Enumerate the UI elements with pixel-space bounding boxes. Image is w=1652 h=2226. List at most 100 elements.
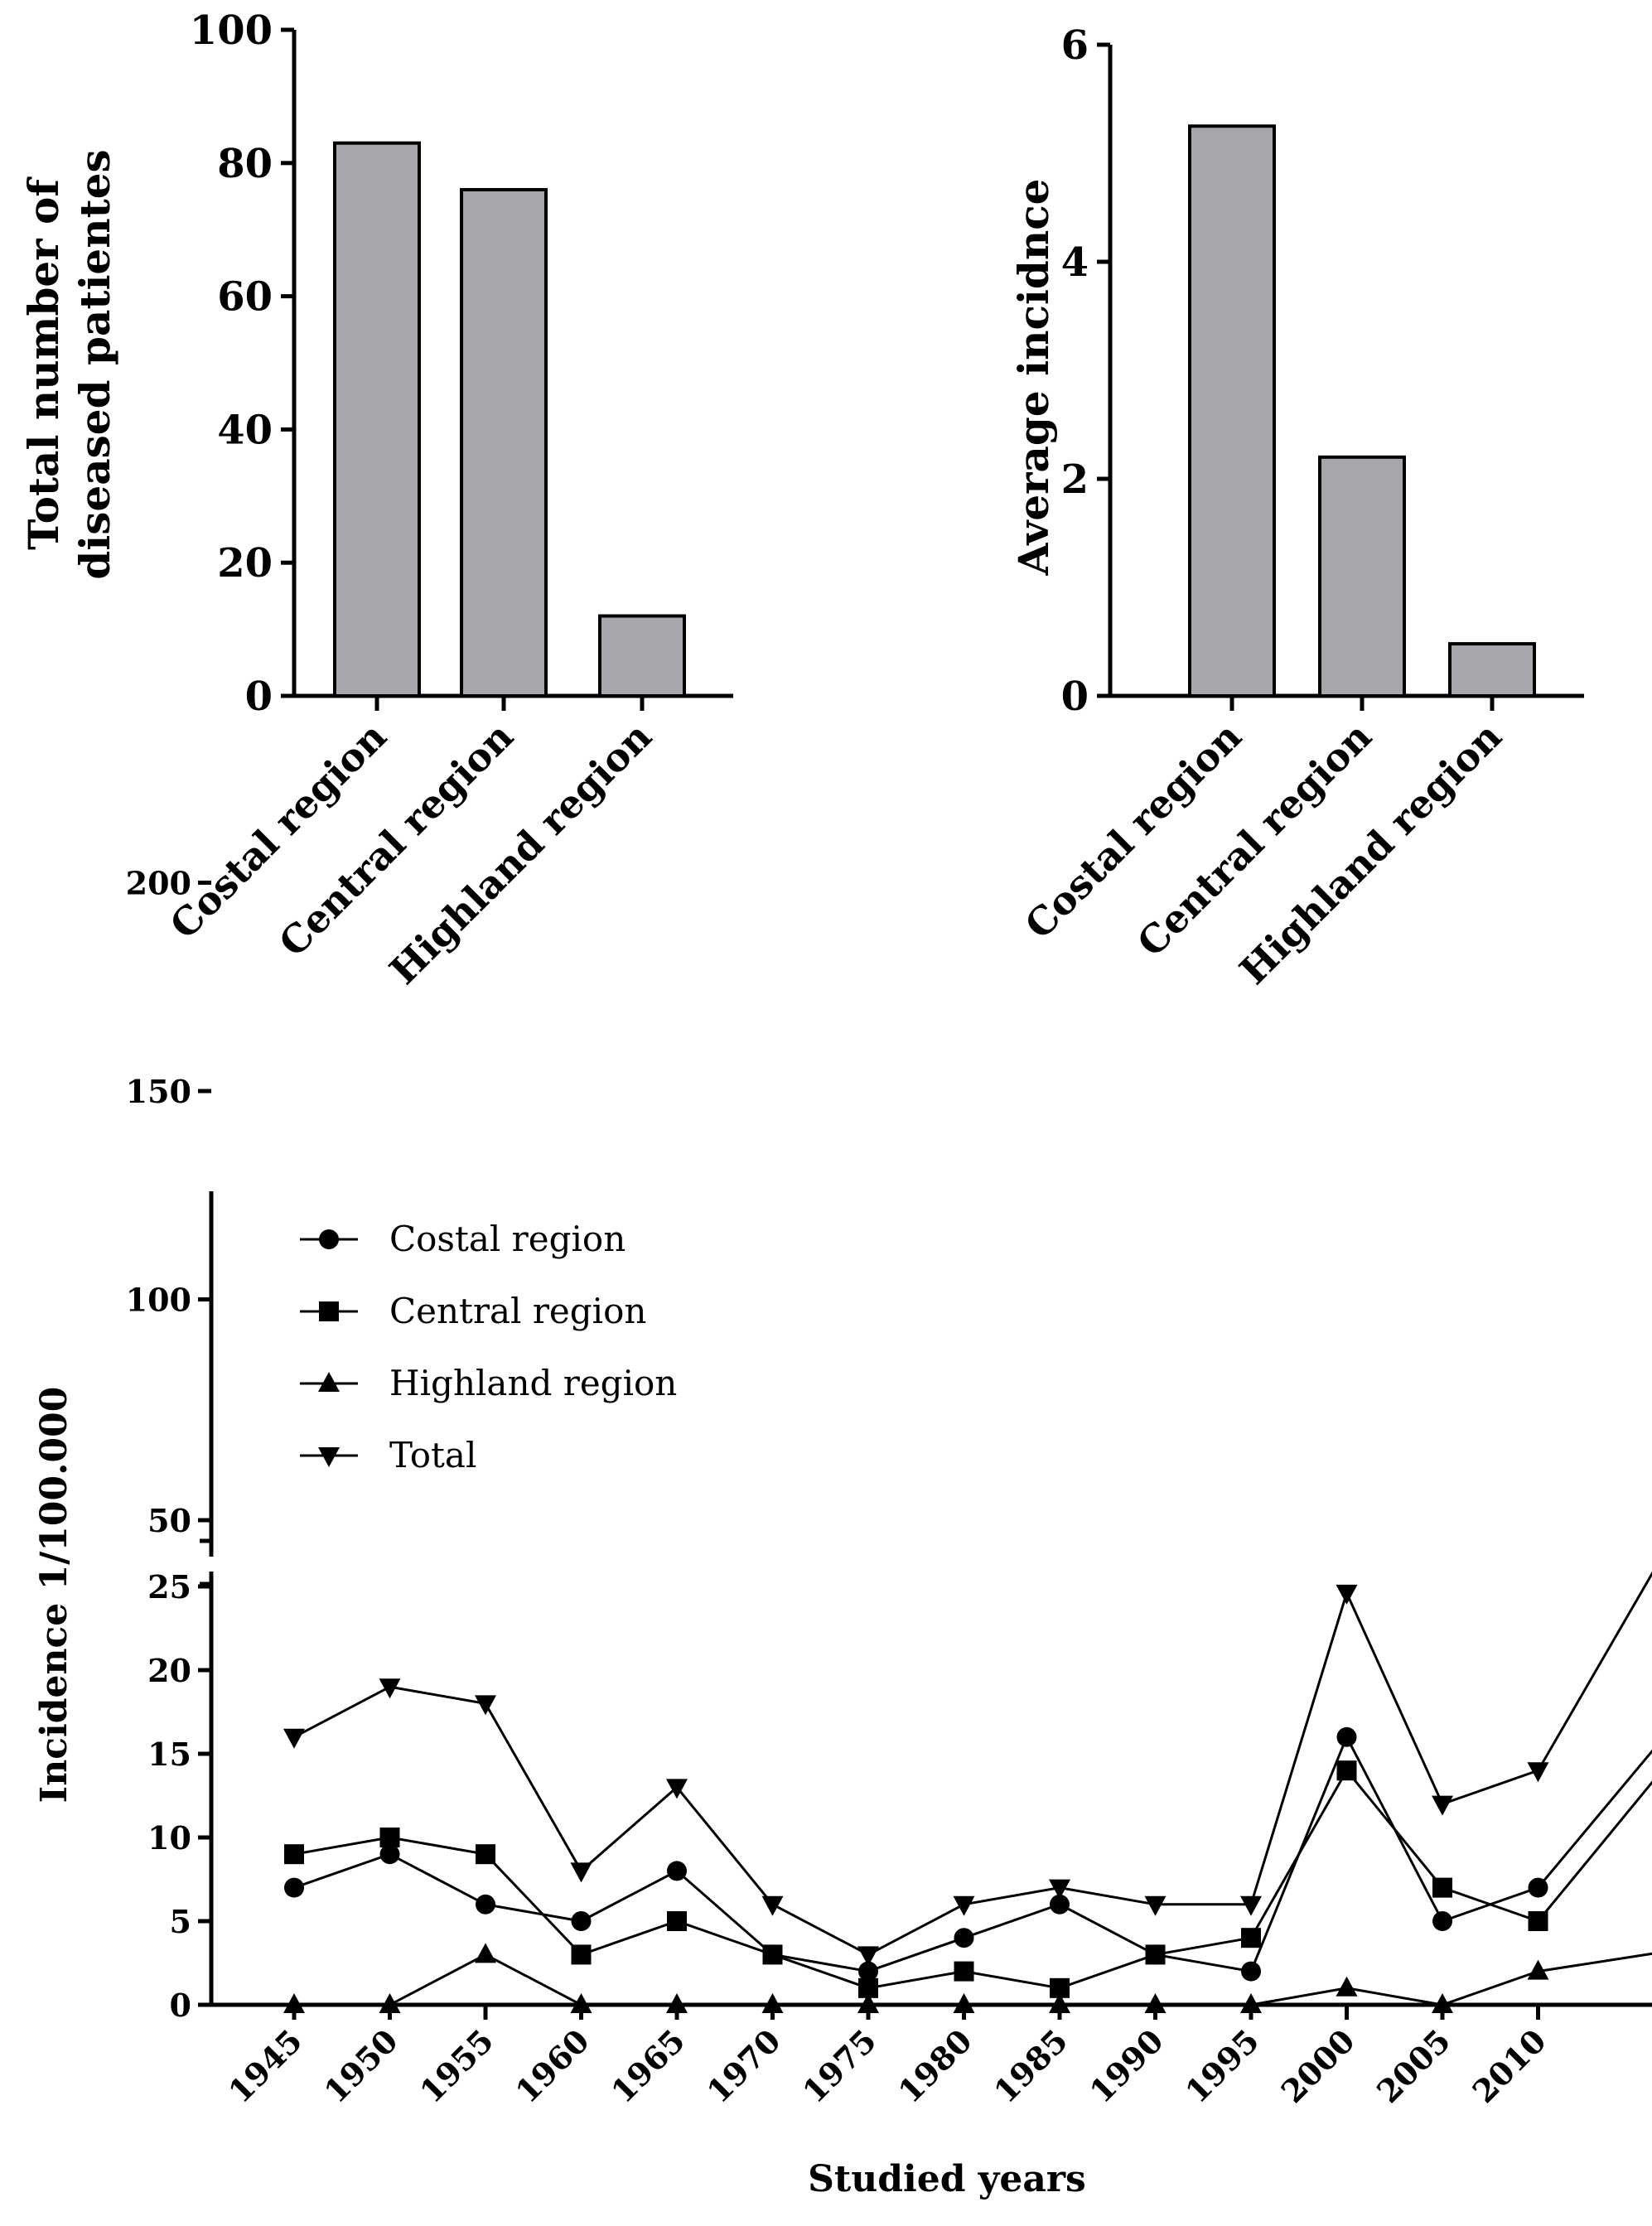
- x-tick-label: Costal region: [1017, 714, 1250, 948]
- data-point: [761, 1993, 784, 2013]
- legend: Costal region Central region Highland regi…: [300, 1219, 677, 1475]
- y-axis-title-line-2: diseased patientes: [70, 149, 119, 579]
- x-tick-label: 1975: [795, 2022, 884, 2111]
- bar: [1448, 642, 1536, 698]
- data-point: [379, 1678, 401, 1699]
- data-point: [1241, 1928, 1261, 1948]
- y-tick-label: 0: [170, 1987, 191, 2024]
- data-point: [953, 1993, 975, 2013]
- y-tick-label: 80: [217, 141, 273, 187]
- data-point: [857, 1946, 879, 1967]
- data-point: [857, 1993, 879, 2013]
- x-tick-label: 1980: [891, 2022, 979, 2111]
- x-tick-label: 1950: [316, 2022, 405, 2111]
- x-tick-label: 1970: [699, 2022, 788, 2111]
- y-tick-label: 15: [147, 1736, 191, 1773]
- data-point: [475, 1943, 496, 1963]
- bar: [1188, 124, 1276, 698]
- legend-marker: [318, 1447, 340, 1467]
- data-point: [1527, 1959, 1549, 1980]
- legend-label: Total: [389, 1435, 476, 1475]
- data-point: [1049, 1993, 1070, 2013]
- y-axis-title: Average incidnce: [1009, 179, 1058, 577]
- legend-item: Costal region: [300, 1219, 626, 1259]
- y-tick-label: 2: [1061, 456, 1089, 503]
- data-point: [858, 1961, 878, 1982]
- data-point: [761, 1895, 784, 1916]
- data-point: [954, 1961, 974, 1982]
- y-tick-label: 20: [217, 540, 273, 587]
- legend-label: Highland region: [389, 1363, 677, 1403]
- data-point: [1432, 1993, 1453, 2013]
- y-tick-label: 150: [126, 1073, 191, 1110]
- x-tick-label: 1985: [987, 2022, 1075, 2111]
- legend-label: Costal region: [389, 1219, 626, 1259]
- data-point: [953, 1895, 975, 1916]
- data-point: [571, 1944, 592, 1965]
- series-line: [293, 1571, 1652, 1957]
- y-tick-label: 4: [1061, 239, 1089, 286]
- x-tick-label: 1955: [413, 2022, 501, 2111]
- data-point: [476, 1894, 495, 1915]
- legend-marker: [319, 1301, 339, 1321]
- x-tick-label: 1945: [221, 2022, 310, 2111]
- y-tick-label: 25: [147, 1568, 191, 1606]
- data-point: [571, 1911, 592, 1931]
- data-point: [1432, 1795, 1453, 1816]
- series-costal-region: [284, 1726, 1652, 1982]
- data-point: [570, 1993, 592, 2013]
- data-point: [1527, 1762, 1549, 1783]
- legend-item: Central region: [300, 1291, 646, 1331]
- data-point: [283, 1993, 305, 2013]
- x-tick-label: 1990: [1082, 2022, 1171, 2111]
- y-tick-label: 0: [1061, 674, 1089, 720]
- x-tick-label: 2005: [1369, 2022, 1458, 2111]
- data-point: [954, 1928, 974, 1948]
- data-point: [1049, 1879, 1070, 1900]
- data-point: [283, 1728, 305, 1749]
- data-point: [1050, 1894, 1070, 1915]
- y-axis-title: Incidence 1/100.000: [33, 1387, 75, 1803]
- data-point: [1241, 1961, 1261, 1982]
- legend-marker: [319, 1229, 339, 1249]
- x-tick-label: 1960: [508, 2022, 597, 2111]
- x-tick-label: 1965: [604, 2022, 693, 2111]
- data-point: [1528, 1911, 1548, 1931]
- x-tick-label: Highland region: [1231, 714, 1510, 993]
- legend-item: Total: [300, 1435, 476, 1475]
- y-tick-label: 60: [217, 274, 273, 321]
- y-tick-label: 10: [147, 1819, 191, 1857]
- data-point: [475, 1695, 496, 1716]
- series-total: [283, 1571, 1652, 1967]
- series-highland-region: [283, 1943, 1652, 2013]
- y-tick-label: 100: [190, 7, 273, 54]
- data-point: [284, 1877, 304, 1898]
- legend-item: Highland region: [300, 1363, 677, 1403]
- y-tick-label: 5: [170, 1903, 191, 1940]
- y-tick-label: 50: [147, 1502, 191, 1539]
- series-central-region: [284, 1760, 1652, 1998]
- data-point: [667, 1911, 687, 1931]
- data-point: [1144, 1993, 1167, 2013]
- bar: [460, 187, 548, 698]
- x-tick-label: Central region: [1128, 714, 1380, 966]
- data-point: [1145, 1944, 1166, 1965]
- y-tick-label: 100: [126, 1282, 191, 1319]
- data-point: [1336, 1584, 1358, 1605]
- data-point: [379, 1828, 400, 1847]
- y-axis-title-line-1: Total number of: [19, 176, 68, 550]
- data-point: [1144, 1895, 1167, 1916]
- legend-marker: [318, 1372, 340, 1392]
- data-point: [1432, 1877, 1452, 1898]
- data-point: [1336, 1976, 1358, 1997]
- y-tick-label: 40: [217, 407, 273, 453]
- y-tick-label: 200: [126, 865, 191, 902]
- bar: [333, 141, 421, 698]
- data-point: [379, 1844, 400, 1865]
- data-point: [1240, 1993, 1262, 2013]
- data-point: [666, 1779, 688, 1799]
- x-tick-label: Highland region: [381, 714, 660, 993]
